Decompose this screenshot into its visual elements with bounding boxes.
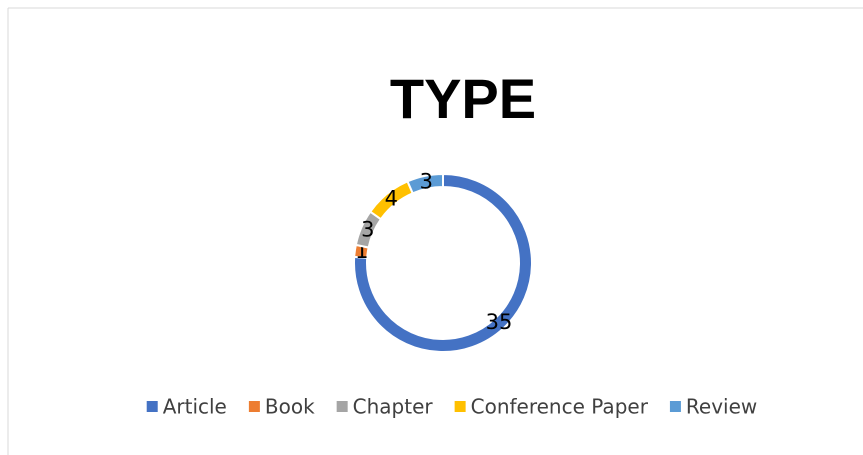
legend-label: Book [265,395,315,419]
legend-label: Conference Paper [471,395,649,419]
legend-label: Review [686,395,757,419]
donut-segment [406,172,444,195]
chart-title: TYPE [390,67,536,130]
legend-label: Chapter [353,395,434,419]
legend-swatch [336,401,348,412]
legend-swatch [669,401,681,412]
legend-swatch [146,401,158,412]
legend-swatch [248,401,260,412]
data-label: 3 [420,170,433,194]
data-label: 4 [385,186,398,210]
legend-swatch [454,401,466,412]
legend-label: Article [163,395,227,419]
data-label: 35 [486,310,513,334]
data-label: 3 [361,217,374,241]
